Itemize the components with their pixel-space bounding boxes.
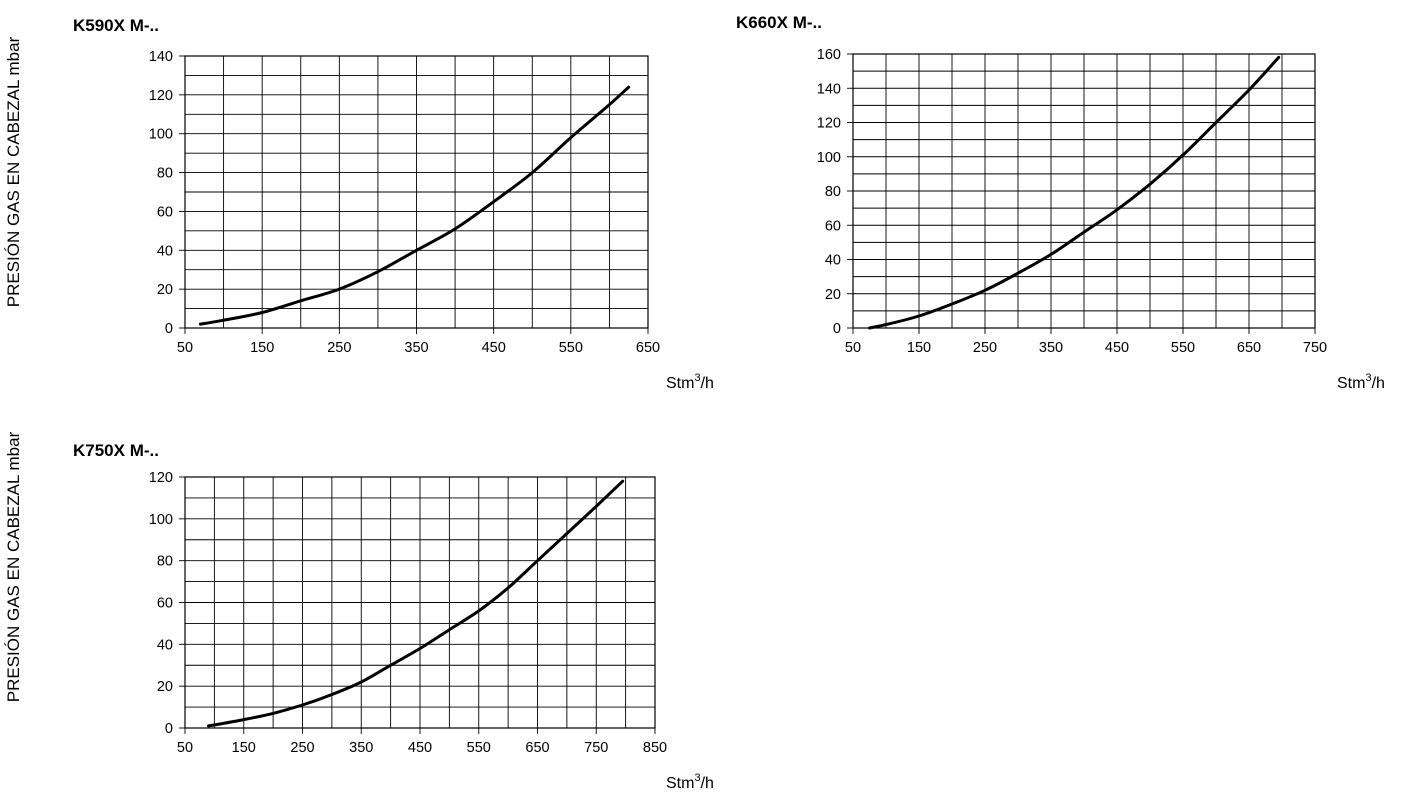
x-tick-label: 650 <box>636 340 660 356</box>
y-tick-label: 80 <box>157 166 173 182</box>
x-tick-label: 150 <box>232 740 256 756</box>
y-tick-label: 0 <box>833 321 841 337</box>
y-axis-label-bottom: PRESIÓN GAS EN CABEZAL mbar <box>4 431 23 702</box>
x-tick-label: 50 <box>845 340 861 356</box>
x-tick-label: 450 <box>1105 340 1129 356</box>
x-tick-label: 550 <box>467 740 491 756</box>
y-tick-label: 140 <box>149 49 173 65</box>
x-axis-label: Stm3/h <box>666 772 714 792</box>
x-tick-label: 250 <box>290 740 314 756</box>
chart-1: K590X M-.. 0 20 40 60 80 100 120 140 50 150 250 350 4… <box>73 16 714 392</box>
x-tick-label: 50 <box>177 340 193 356</box>
x-tick-label: 750 <box>1303 340 1327 356</box>
chart-title: K590X M-.. <box>73 16 159 35</box>
y-tick-label: 60 <box>157 596 173 612</box>
x-tick-label: 350 <box>349 740 373 756</box>
y-tick-label: 60 <box>825 218 841 234</box>
y-tick-label: 20 <box>825 287 841 303</box>
x-tick-label: 350 <box>1039 340 1063 356</box>
chart-2: K660X M-.. 0 20 40 60 80 100 120 140 160 50 150 250 3… <box>736 13 1385 392</box>
pressure-curve <box>868 55 1281 330</box>
y-tick-label: 0 <box>165 321 173 337</box>
y-tick-label: 0 <box>165 721 173 737</box>
chart-3: K750X M-.. 0 20 40 60 80 100 120 50 150 250 350 450 5… <box>73 441 714 792</box>
x-tick-label: 250 <box>973 340 997 356</box>
y-tick-label: 80 <box>157 554 173 570</box>
y-tick-label: 40 <box>157 637 173 653</box>
x-tick-label: 550 <box>559 340 583 356</box>
y-tick-label: 40 <box>825 253 841 269</box>
y-tick-label: 140 <box>817 81 841 97</box>
x-tick-label: 450 <box>482 340 506 356</box>
y-tick-label: 160 <box>817 47 841 63</box>
x-tick-label: 750 <box>584 740 608 756</box>
y-tick-label: 100 <box>149 512 173 528</box>
x-tick-label: 450 <box>408 740 432 756</box>
y-tick-label: 40 <box>157 243 173 259</box>
y-tick-label: 120 <box>149 470 173 486</box>
x-tick-label: 150 <box>907 340 931 356</box>
y-tick-label: 60 <box>157 204 173 220</box>
x-tick-label: 50 <box>177 740 193 756</box>
x-tick-label: 150 <box>250 340 274 356</box>
y-axis-label-top: PRESIÓN GAS EN CABEZAL mbar <box>4 36 23 307</box>
pressure-curve <box>207 479 625 728</box>
y-tick-label: 20 <box>157 679 173 695</box>
x-tick-label: 550 <box>1171 340 1195 356</box>
chart-title: K750X M-.. <box>73 441 159 460</box>
x-axis-label: Stm3/h <box>1337 372 1385 392</box>
x-tick-label: 650 <box>1237 340 1261 356</box>
y-tick-label: 20 <box>157 282 173 298</box>
x-tick-label: 850 <box>643 740 667 756</box>
y-tick-label: 80 <box>825 184 841 200</box>
x-tick-label: 350 <box>404 340 428 356</box>
y-tick-label: 120 <box>817 116 841 132</box>
x-tick-label: 250 <box>327 340 351 356</box>
y-tick-label: 100 <box>149 127 173 143</box>
x-tick-label: 650 <box>525 740 549 756</box>
chart-title: K660X M-.. <box>736 13 822 32</box>
x-axis-label: Stm3/h <box>666 372 714 392</box>
y-tick-label: 120 <box>149 88 173 104</box>
charts-layer: K590X M-.. 0 20 40 60 80 100 120 140 50 150 250 350 4… <box>73 13 1385 792</box>
pressure-curve <box>198 85 631 326</box>
y-tick-label: 100 <box>817 150 841 166</box>
